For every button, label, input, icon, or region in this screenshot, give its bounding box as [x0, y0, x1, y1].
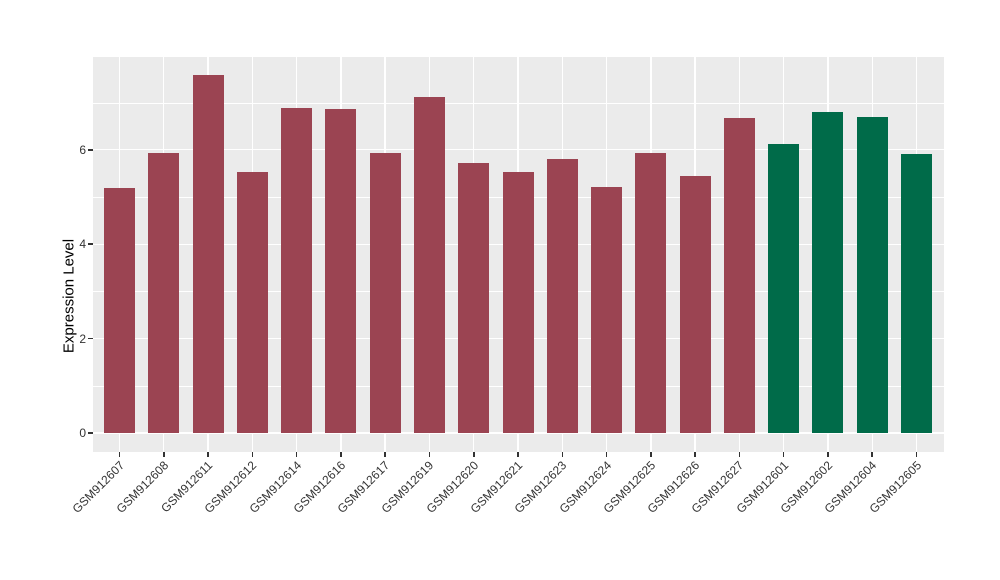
x-tick-mark-GSM912612: [251, 452, 254, 457]
bar-GSM912627: [723, 118, 755, 433]
bar-GSM912625: [635, 153, 667, 433]
x-tick-mark-GSM912605: [915, 452, 918, 457]
x-tick-mark-GSM912607: [118, 452, 121, 457]
bar-GSM912617: [369, 152, 401, 433]
x-tick-mark-GSM912627: [738, 452, 741, 457]
x-tick-mark-GSM912602: [827, 452, 829, 457]
x-tick-mark-GSM912626: [694, 452, 696, 457]
x-tick-mark-GSM912601: [782, 452, 785, 457]
y-tick-label-6: 6: [79, 142, 86, 157]
x-tick-mark-GSM912614: [295, 452, 298, 457]
bar-GSM912619: [413, 97, 445, 433]
bar-GSM912601: [768, 143, 800, 433]
x-tick-mark-GSM912620: [472, 452, 475, 457]
x-tick-mark-GSM912611: [207, 452, 209, 457]
bar-GSM912602: [812, 111, 844, 433]
bar-GSM912612: [236, 171, 268, 433]
x-tick-mark-GSM912624: [605, 452, 608, 457]
x-tick-mark-GSM912616: [340, 452, 342, 457]
y-tick-label-4: 4: [79, 237, 86, 252]
bar-GSM912608: [148, 152, 180, 433]
y-tick-label-2: 2: [79, 331, 86, 346]
y-tick-mark-0: [88, 432, 93, 434]
bar-GSM912621: [502, 172, 534, 433]
x-tick-mark-GSM912604: [871, 452, 874, 457]
bar-GSM912620: [458, 162, 490, 433]
bar-GSM912624: [591, 187, 623, 433]
bar-GSM912604: [856, 117, 888, 433]
bar-GSM912607: [104, 187, 135, 433]
y-tick-mark-4: [88, 243, 93, 245]
plot-panel: [93, 57, 944, 452]
x-tick-label-GSM912605: GSM912605: [866, 458, 924, 516]
bar-GSM912605: [901, 153, 933, 433]
x-tick-mark-GSM912608: [162, 452, 165, 457]
bar-GSM912614: [281, 108, 313, 433]
y-tick-label-0: 0: [79, 426, 86, 440]
x-tick-mark-GSM912619: [428, 452, 431, 457]
bar-GSM912611: [192, 74, 224, 433]
bar-GSM912616: [325, 109, 357, 433]
x-tick-mark-GSM912617: [384, 452, 386, 457]
x-tick-mark-GSM912625: [650, 452, 652, 457]
y-tick-mark-6: [88, 149, 93, 151]
y-tick-mark-2: [88, 337, 93, 340]
x-tick-mark-GSM912623: [561, 452, 564, 457]
bar-GSM912623: [546, 159, 578, 433]
x-tick-mark-GSM912621: [517, 452, 519, 457]
bar-GSM912626: [679, 175, 711, 433]
